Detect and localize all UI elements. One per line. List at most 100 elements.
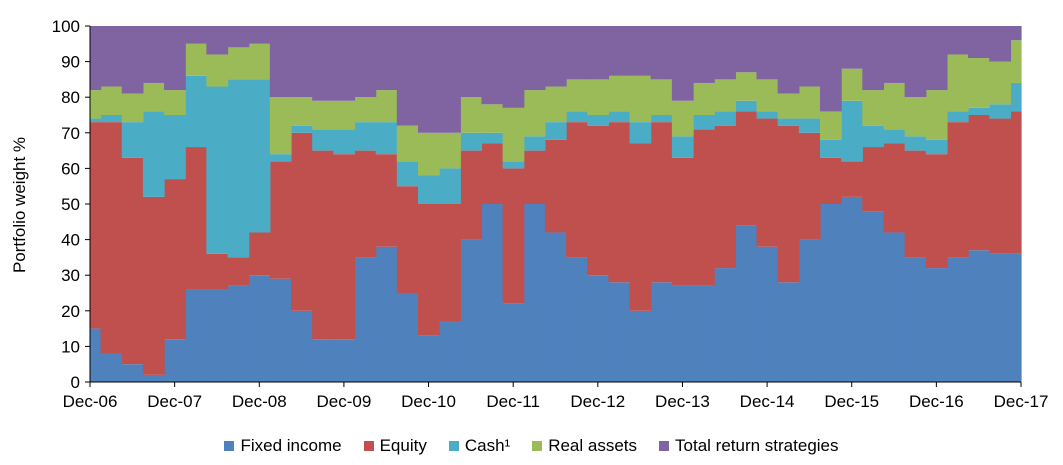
series-equity <box>90 111 1022 375</box>
area-segment <box>396 125 419 162</box>
area-segment <box>291 310 313 382</box>
area-segment <box>968 250 990 382</box>
area-segment <box>883 129 906 144</box>
area-segment <box>90 90 102 119</box>
area-segment <box>248 79 271 233</box>
area-segment <box>777 125 800 283</box>
area-segment <box>756 79 779 112</box>
area-segment <box>100 353 123 382</box>
area-segment <box>121 364 144 382</box>
area-segment <box>629 122 652 144</box>
area-segment <box>523 204 546 382</box>
y-tick-label: 10 <box>61 337 80 356</box>
area-segment <box>185 43 207 76</box>
legend-swatch <box>448 441 459 451</box>
area-segment <box>925 268 948 382</box>
series-real-assets <box>90 40 1022 176</box>
area-segment <box>460 150 483 240</box>
area-segment <box>121 122 144 158</box>
area-segment <box>185 147 207 290</box>
area-segment <box>629 143 652 311</box>
legend-label: Fixed income <box>240 436 342 455</box>
area-segment <box>777 118 800 126</box>
area-segment <box>650 79 673 115</box>
area-segment <box>142 82 165 112</box>
area-segment <box>523 150 546 204</box>
legend-label: Cash¹ <box>464 436 511 455</box>
area-segment <box>227 47 250 80</box>
area-segment <box>502 168 525 304</box>
area-segment <box>291 132 313 311</box>
legend-swatch <box>363 441 374 451</box>
area-segment <box>756 246 779 382</box>
area-segment <box>460 26 483 98</box>
area-segment <box>417 132 440 176</box>
x-tick-label: Dec-06 <box>63 392 118 411</box>
area-segment <box>671 136 694 158</box>
chart-legend: Fixed income Equity Cash¹ Real assets Total … <box>0 432 1063 460</box>
area-segment <box>481 104 504 133</box>
area-segment <box>269 97 292 155</box>
area-segment <box>142 26 165 83</box>
area-segment <box>100 122 123 354</box>
area-segment <box>693 82 715 115</box>
area-segment <box>777 282 800 382</box>
area-segment <box>460 132 483 151</box>
area-segment <box>396 161 419 187</box>
y-tick-label: 60 <box>61 159 80 178</box>
area-segment <box>544 26 567 87</box>
area-segment <box>714 79 736 112</box>
area-segment <box>841 26 863 69</box>
legend-item: Fixed income <box>224 436 342 456</box>
y-tick-label: 90 <box>61 53 80 72</box>
area-segment <box>248 232 271 276</box>
area-segment <box>544 139 567 233</box>
area-segment <box>354 122 377 151</box>
area-segment <box>798 26 821 87</box>
axes: 0 10 20 30 40 50 60 70 80 90 100 Dec-06 Dec-07 Dec-08… <box>52 17 1049 411</box>
area-segment <box>248 43 271 80</box>
area-segment <box>248 26 271 44</box>
area-segment <box>608 122 631 283</box>
area-segment <box>502 303 525 382</box>
area-segment <box>587 125 609 276</box>
area-segment <box>502 26 525 108</box>
area-segment <box>164 339 186 382</box>
x-tick-label: Dec-07 <box>147 392 202 411</box>
area-segment <box>671 26 694 101</box>
area-segment <box>566 122 588 258</box>
area-segment <box>735 225 758 382</box>
area-segment <box>883 143 906 233</box>
area-segment <box>481 204 504 382</box>
area-segment <box>354 26 377 98</box>
area-segment <box>206 86 229 254</box>
area-segment <box>650 115 673 123</box>
area-segment <box>904 257 927 382</box>
area-segment <box>100 26 123 87</box>
area-segment <box>735 111 758 226</box>
area-segment <box>925 139 948 155</box>
area-segment <box>946 111 969 123</box>
area-segment <box>333 100 356 130</box>
area-segment <box>502 107 525 162</box>
area-segment <box>798 132 821 240</box>
area-segment <box>693 26 715 83</box>
y-tick-label: 20 <box>61 302 80 321</box>
area-segment <box>883 232 906 382</box>
y-axis-title: Portfolio weight % <box>10 137 29 273</box>
legend-item: Cash¹ <box>448 436 511 456</box>
area-segment <box>904 136 927 151</box>
x-tick-label: Dec-14 <box>740 392 795 411</box>
area-segment <box>629 75 652 123</box>
area-segment <box>164 179 186 340</box>
area-segment <box>629 26 652 76</box>
y-tick-label: 40 <box>61 231 80 250</box>
area-segment <box>354 150 377 258</box>
area-segment <box>227 257 250 286</box>
x-tick-label: Dec-09 <box>317 392 372 411</box>
area-segment <box>650 26 673 80</box>
area-segment <box>269 26 292 98</box>
legend-item: Total return strategies <box>659 436 839 456</box>
area-segment <box>1010 253 1022 382</box>
area-segment <box>90 122 102 329</box>
